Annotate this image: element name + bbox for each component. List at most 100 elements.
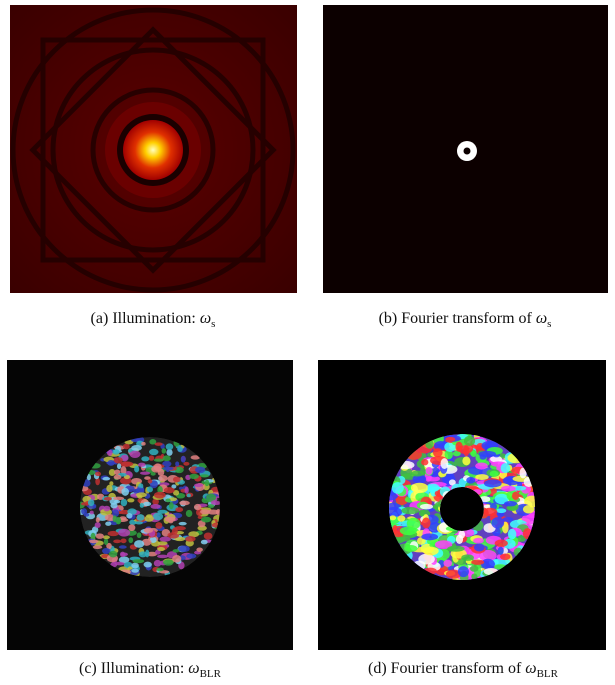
speckle xyxy=(163,455,171,461)
speckle xyxy=(471,559,484,564)
speckle xyxy=(447,546,464,552)
speckle xyxy=(179,501,190,506)
speckle xyxy=(458,530,465,538)
speckle xyxy=(484,479,502,487)
speckle xyxy=(422,518,431,529)
speckle xyxy=(113,539,121,543)
speckle xyxy=(148,479,153,483)
speckle xyxy=(474,544,485,552)
speckle xyxy=(204,533,213,540)
speckle xyxy=(473,538,484,544)
speckle xyxy=(88,499,94,506)
speckle xyxy=(470,565,479,571)
speckle xyxy=(131,445,142,451)
speckle xyxy=(208,504,214,508)
speckle xyxy=(126,513,132,518)
fourier-wblr-bg xyxy=(318,360,606,650)
speckle xyxy=(455,442,462,452)
caption-part: Fourier transform of xyxy=(401,310,532,327)
speckle xyxy=(96,533,104,539)
speckle xyxy=(155,522,162,529)
speckle xyxy=(150,504,160,509)
speckle xyxy=(504,501,517,506)
speckle xyxy=(93,545,103,549)
caption-part: (d) xyxy=(368,660,387,677)
speckle xyxy=(186,553,196,558)
speckle xyxy=(195,467,205,474)
speckle xyxy=(138,463,146,467)
speckle xyxy=(134,540,144,548)
speckle xyxy=(144,562,152,568)
speckle xyxy=(189,474,199,479)
speckle xyxy=(512,492,519,500)
speckle xyxy=(194,483,203,487)
speckle xyxy=(129,451,140,458)
speckle xyxy=(95,472,101,477)
speckle xyxy=(154,560,162,567)
speckle xyxy=(120,552,125,558)
speckle xyxy=(186,510,193,517)
speckle xyxy=(464,436,475,446)
speckle xyxy=(158,475,167,481)
speckle xyxy=(397,537,411,542)
speckle xyxy=(501,463,511,473)
caption-part: ω xyxy=(525,660,536,677)
speckle xyxy=(404,545,417,552)
speckle xyxy=(143,502,151,506)
speckle xyxy=(166,443,174,450)
speckle xyxy=(104,538,108,545)
speckle xyxy=(131,563,139,569)
speckle xyxy=(134,466,139,473)
speckle xyxy=(421,459,428,465)
speckle xyxy=(401,507,419,514)
speckle xyxy=(123,444,130,450)
speckle xyxy=(127,498,134,502)
speckle xyxy=(397,515,405,521)
caption-part: s xyxy=(211,318,215,330)
caption-part: BLR xyxy=(200,668,221,680)
speckle xyxy=(131,569,139,573)
speckle xyxy=(483,508,498,516)
speckle xyxy=(423,547,439,556)
speckle xyxy=(462,456,470,465)
speckle xyxy=(498,547,504,555)
speckle xyxy=(418,554,435,565)
speckle xyxy=(89,540,99,543)
speckle xyxy=(165,498,170,502)
speckle xyxy=(141,456,149,461)
speckle xyxy=(154,458,164,461)
figure-images xyxy=(0,0,615,685)
speckle xyxy=(172,555,181,562)
speckle xyxy=(109,551,118,558)
speckle xyxy=(523,505,534,514)
speckle xyxy=(144,528,153,533)
speckle xyxy=(181,456,186,463)
caption-part: (c) xyxy=(79,660,97,677)
speckle xyxy=(114,475,122,480)
speckle xyxy=(140,471,150,474)
speckle xyxy=(175,507,183,512)
speckle xyxy=(119,545,127,549)
speckle xyxy=(139,551,147,557)
speckle xyxy=(113,497,124,501)
speckle xyxy=(421,533,438,540)
speckle xyxy=(110,503,117,509)
speckle xyxy=(495,540,508,547)
speckle xyxy=(433,448,443,457)
speckle xyxy=(132,559,144,563)
speckle xyxy=(441,458,449,469)
speckle xyxy=(113,449,120,455)
speckle xyxy=(95,522,101,528)
caption-part: (b) xyxy=(379,310,398,327)
speckle xyxy=(445,437,455,442)
speckle xyxy=(157,555,168,558)
speckle xyxy=(420,504,433,510)
speckle xyxy=(200,474,209,477)
speckle xyxy=(201,540,208,545)
caption-part: ω xyxy=(536,310,547,327)
speckle xyxy=(205,480,210,487)
speckle xyxy=(200,509,210,514)
speckle xyxy=(458,566,469,577)
speckle xyxy=(105,522,111,526)
speckle xyxy=(114,457,123,463)
